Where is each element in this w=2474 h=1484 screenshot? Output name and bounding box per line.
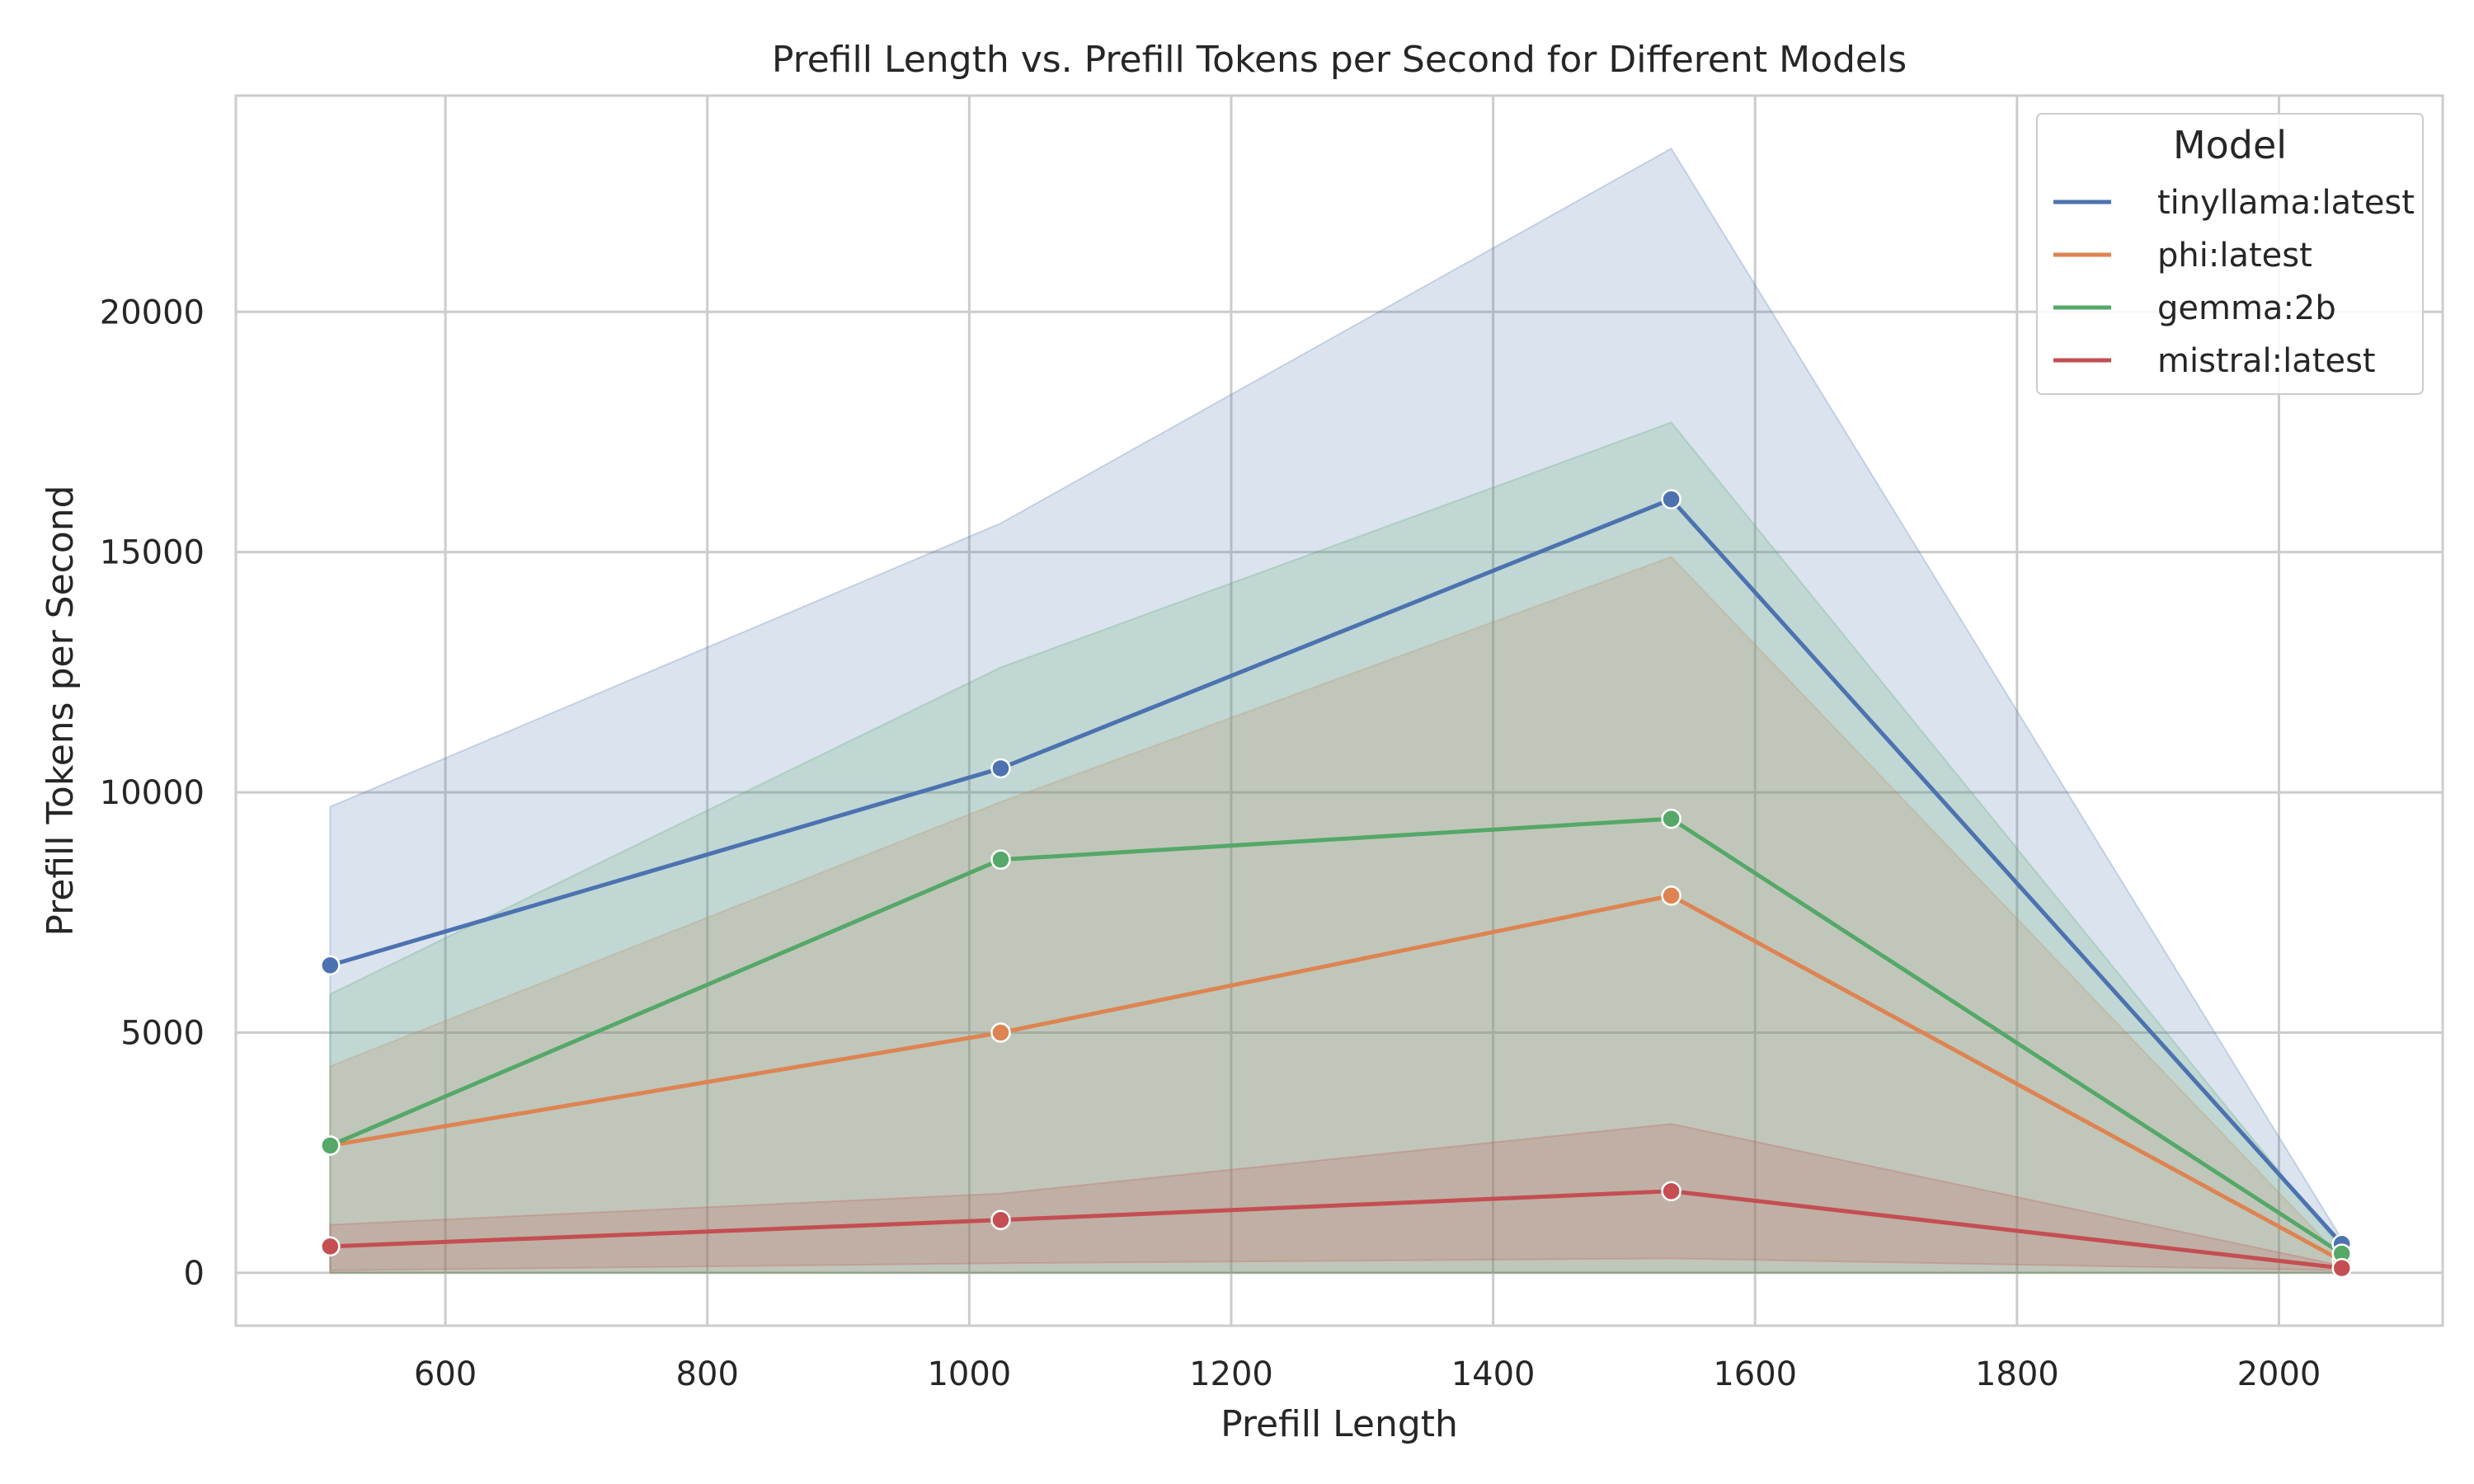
data-point xyxy=(320,1135,341,1156)
y-tick-label: 5000 xyxy=(120,1014,205,1052)
data-point xyxy=(320,955,341,976)
series-line-0 xyxy=(329,497,2344,1246)
x-tick-label: 1000 xyxy=(927,1355,1011,1393)
data-point xyxy=(320,1236,341,1257)
series-line-3 xyxy=(330,1189,2342,1270)
y-axis-label: Prefill Tokens per Second xyxy=(40,485,82,936)
data-point xyxy=(990,758,1011,779)
data-point xyxy=(990,1209,1011,1231)
series-points xyxy=(320,489,2352,1279)
chart-title: Prefill Length vs. Prefill Tokens per Se… xyxy=(772,39,1907,81)
series-line-1 xyxy=(329,893,2343,1263)
plot-frame xyxy=(234,94,2444,1327)
legend-label: gemma:2b xyxy=(2157,289,2336,327)
legend-title: Model xyxy=(2173,123,2287,167)
data-point xyxy=(1661,808,1681,829)
y-tick-labels: 0 5000 10000 15000 20000 xyxy=(100,294,205,1293)
legend-items: tinyllama:latest phi:latest gemma:2b mistra… xyxy=(2053,184,2415,380)
series-line-2 xyxy=(329,816,2344,1256)
x-tick-label: 600 xyxy=(414,1355,477,1393)
legend: Model tinyllama:latest phi:latest gemma:2b… xyxy=(2036,113,2424,395)
y-tick-label: 10000 xyxy=(100,774,205,812)
y-tick-label: 20000 xyxy=(100,294,205,331)
x-tick-label: 1400 xyxy=(1451,1355,1536,1393)
data-point xyxy=(990,849,1011,870)
x-tick-label: 1200 xyxy=(1189,1355,1273,1393)
data-point xyxy=(1661,885,1681,906)
x-tick-labels: 600 800 1000 1200 1400 1600 1800 2000 xyxy=(414,1355,2321,1393)
x-tick-label: 2000 xyxy=(2237,1355,2321,1393)
y-tick-label: 0 xyxy=(184,1255,205,1293)
series-lines xyxy=(329,497,2344,1270)
data-point xyxy=(1661,489,1681,510)
confidence-bands xyxy=(329,147,2343,1274)
x-axis-label: Prefill Length xyxy=(1221,1403,1458,1445)
legend-label: phi:latest xyxy=(2157,237,2312,275)
data-point xyxy=(1661,1181,1681,1202)
x-tick-label: 1800 xyxy=(1975,1355,2059,1393)
legend-label: mistral:latest xyxy=(2157,342,2376,380)
legend-label: tinyllama:latest xyxy=(2157,184,2415,222)
legend-box xyxy=(2036,113,2424,395)
x-tick-label: 800 xyxy=(676,1355,739,1393)
data-point xyxy=(2331,1257,2352,1279)
x-tick-label: 1600 xyxy=(1713,1355,1797,1393)
data-point xyxy=(990,1022,1011,1043)
y-tick-label: 15000 xyxy=(100,534,205,572)
